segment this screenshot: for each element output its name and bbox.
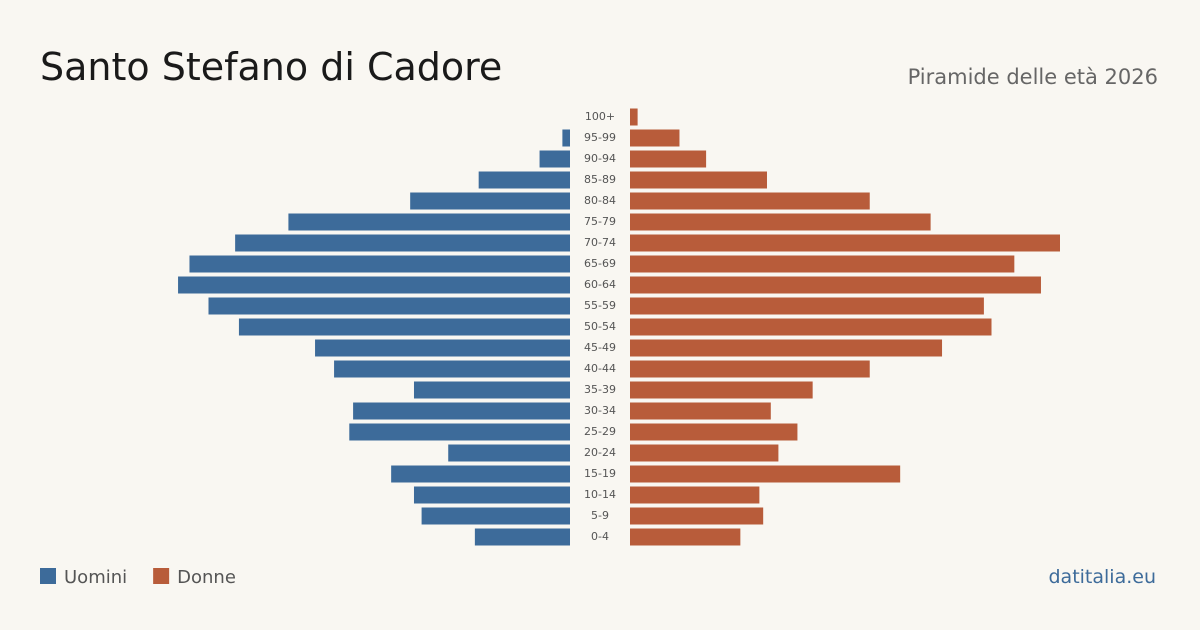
bar — [413, 381, 570, 399]
bar — [630, 276, 1041, 294]
bar — [630, 129, 680, 147]
bar — [474, 528, 570, 546]
bar — [353, 402, 570, 420]
category-label: 5-9 — [591, 509, 609, 522]
bar — [630, 360, 870, 378]
bar — [630, 381, 813, 399]
bar — [448, 444, 570, 462]
category-label: 0-4 — [591, 530, 609, 543]
category-label: 65-69 — [584, 257, 616, 270]
bar — [630, 297, 984, 315]
bar — [630, 192, 870, 210]
category-label: 80-84 — [584, 194, 616, 207]
legend-label: Uomini — [64, 567, 127, 588]
bar — [630, 213, 931, 231]
chart-title: Santo Stefano di Cadore — [40, 45, 502, 89]
bar — [630, 465, 901, 483]
bar — [189, 255, 570, 273]
bar — [630, 234, 1060, 252]
category-label: 100+ — [585, 110, 615, 123]
bar — [630, 318, 992, 336]
bar — [288, 213, 570, 231]
category-label: 60-64 — [584, 278, 616, 291]
bar — [413, 486, 570, 504]
bar — [630, 486, 760, 504]
category-label: 35-39 — [584, 383, 616, 396]
bar — [630, 507, 764, 525]
category-label: 75-79 — [584, 215, 616, 228]
bar — [630, 528, 741, 546]
legend-swatch — [153, 568, 170, 584]
bar — [410, 192, 570, 210]
bar — [562, 129, 570, 147]
bar — [334, 360, 570, 378]
category-label: 30-34 — [584, 404, 616, 417]
bar — [391, 465, 570, 483]
category-label: 25-29 — [584, 425, 616, 438]
category-label: 40-44 — [584, 362, 616, 375]
category-label: 55-59 — [584, 299, 616, 312]
category-label: 90-94 — [584, 152, 616, 165]
bar — [235, 234, 570, 252]
legend-label: Donne — [177, 567, 236, 588]
category-label: 45-49 — [584, 341, 616, 354]
category-label: 70-74 — [584, 236, 616, 249]
category-label: 15-19 — [584, 467, 616, 480]
category-label: 85-89 — [584, 173, 616, 186]
chart-subtitle: Piramide delle età 2026 — [908, 65, 1158, 89]
bar — [630, 423, 798, 441]
category-label: 10-14 — [584, 488, 616, 501]
bar — [421, 507, 570, 525]
category-label: 20-24 — [584, 446, 616, 459]
category-label: 95-99 — [584, 131, 616, 144]
bar — [630, 339, 943, 357]
category-label: 50-54 — [584, 320, 616, 333]
bar — [630, 255, 1015, 273]
bar — [349, 423, 570, 441]
bar — [630, 402, 771, 420]
bar — [208, 297, 570, 315]
bar — [630, 444, 779, 462]
bar — [238, 318, 570, 336]
bar — [478, 171, 570, 189]
bar — [630, 171, 767, 189]
legend-swatch — [40, 568, 56, 584]
legend: Uomini Donne — [40, 567, 236, 588]
bar — [315, 339, 570, 357]
bar — [178, 276, 570, 294]
bar — [630, 108, 638, 126]
bar — [539, 150, 570, 168]
source: datitalia.eu — [1049, 566, 1157, 588]
bar — [630, 150, 707, 168]
